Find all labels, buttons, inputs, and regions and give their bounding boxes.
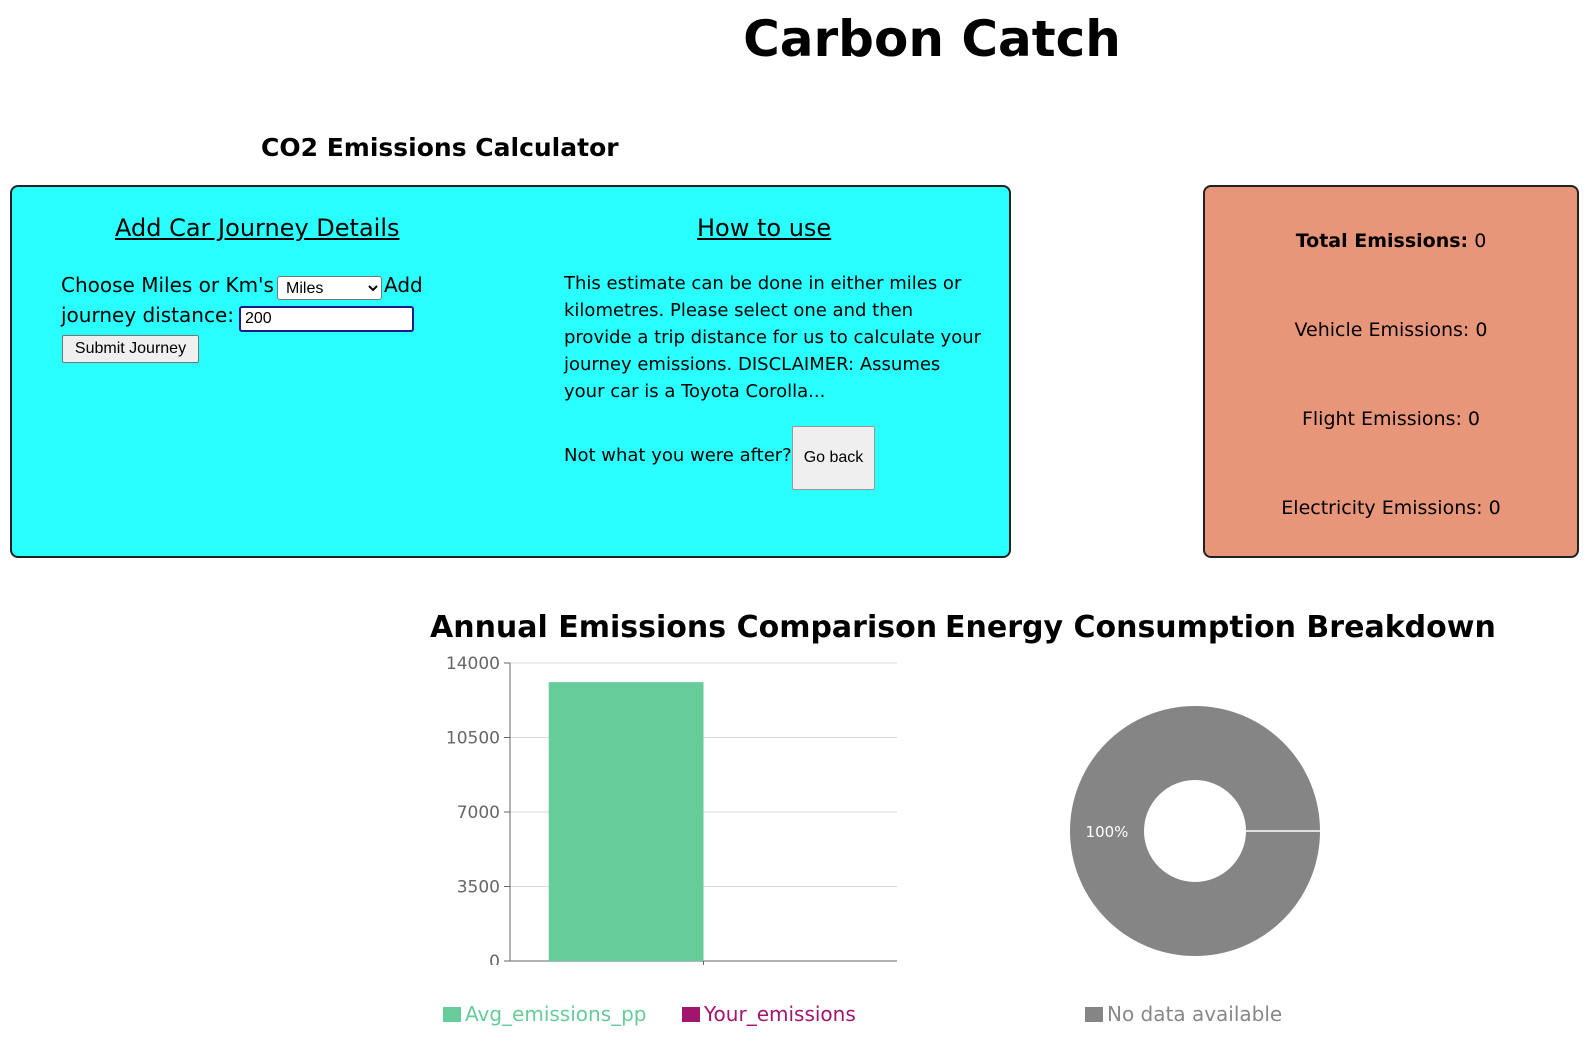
bar-chart-title: Annual Emissions Comparison — [430, 610, 938, 645]
legend-yours-label: Your_emissions — [704, 1002, 856, 1026]
how-to-use-text: This estimate can be done in either mile… — [564, 273, 982, 402]
total-emissions-value: 0 — [1474, 230, 1487, 252]
legend-avg-emissions[interactable]: Avg_emissions_pp — [443, 1001, 647, 1027]
bar-avg-emissions-pp — [548, 682, 704, 961]
total-emissions: Total Emissions: 0 — [1205, 228, 1577, 254]
calculator-panel — [10, 185, 1011, 558]
legend-nodata-swatch — [1085, 1007, 1103, 1022]
flight-emissions: Flight Emissions: 0 — [1301, 408, 1481, 430]
add-label: Add — [384, 273, 423, 297]
legend-nodata-label: No data available — [1107, 1002, 1283, 1026]
calculator-heading: CO2 Emissions Calculator — [261, 133, 619, 162]
journey-details-heading: Add Car Journey Details — [115, 214, 400, 242]
electricity-emissions: Electricity Emissions: 0 — [1281, 497, 1501, 519]
annual-emissions-bar-chart: 0 3500 7000 10500 14000 — [446, 655, 897, 965]
legend-no-data[interactable]: No data available — [1085, 1001, 1282, 1027]
distance-label: journey distance: — [61, 303, 234, 327]
app-title: Carbon Catch — [743, 10, 1121, 68]
y-tick-label: 10500 — [446, 729, 500, 749]
y-tick-label: 0 — [489, 952, 500, 965]
slice-percent-label: 100% — [1086, 823, 1129, 841]
legend-yours-swatch — [682, 1007, 700, 1022]
how-to-use-heading: How to use — [697, 214, 832, 242]
y-tick-label: 14000 — [446, 655, 500, 674]
y-tick-label: 3500 — [457, 878, 500, 898]
go-back-button[interactable]: Go back — [792, 426, 875, 490]
energy-breakdown-donut-chart: 100% — [1070, 706, 1320, 956]
legend-avg-label: Avg_emissions_pp — [465, 1002, 647, 1026]
legend-your-emissions[interactable]: Your_emissions — [682, 1001, 856, 1027]
emissions-summary-panel — [1203, 185, 1579, 558]
submit-journey-button[interactable]: Submit Journey — [62, 335, 199, 363]
legend-avg-swatch — [443, 1007, 461, 1022]
units-select[interactable]: Miles — [277, 276, 382, 300]
units-label: Choose Miles or Km's — [61, 273, 274, 297]
not-what-you-were-after-label: Not what you were after? — [564, 445, 792, 466]
y-tick-label: 7000 — [457, 803, 500, 823]
vehicle-emissions: Vehicle Emissions: 0 — [1294, 319, 1488, 341]
distance-input[interactable] — [239, 306, 414, 332]
donut-chart-title: Energy Consumption Breakdown — [945, 610, 1496, 645]
total-emissions-label: Total Emissions: — [1295, 230, 1469, 252]
